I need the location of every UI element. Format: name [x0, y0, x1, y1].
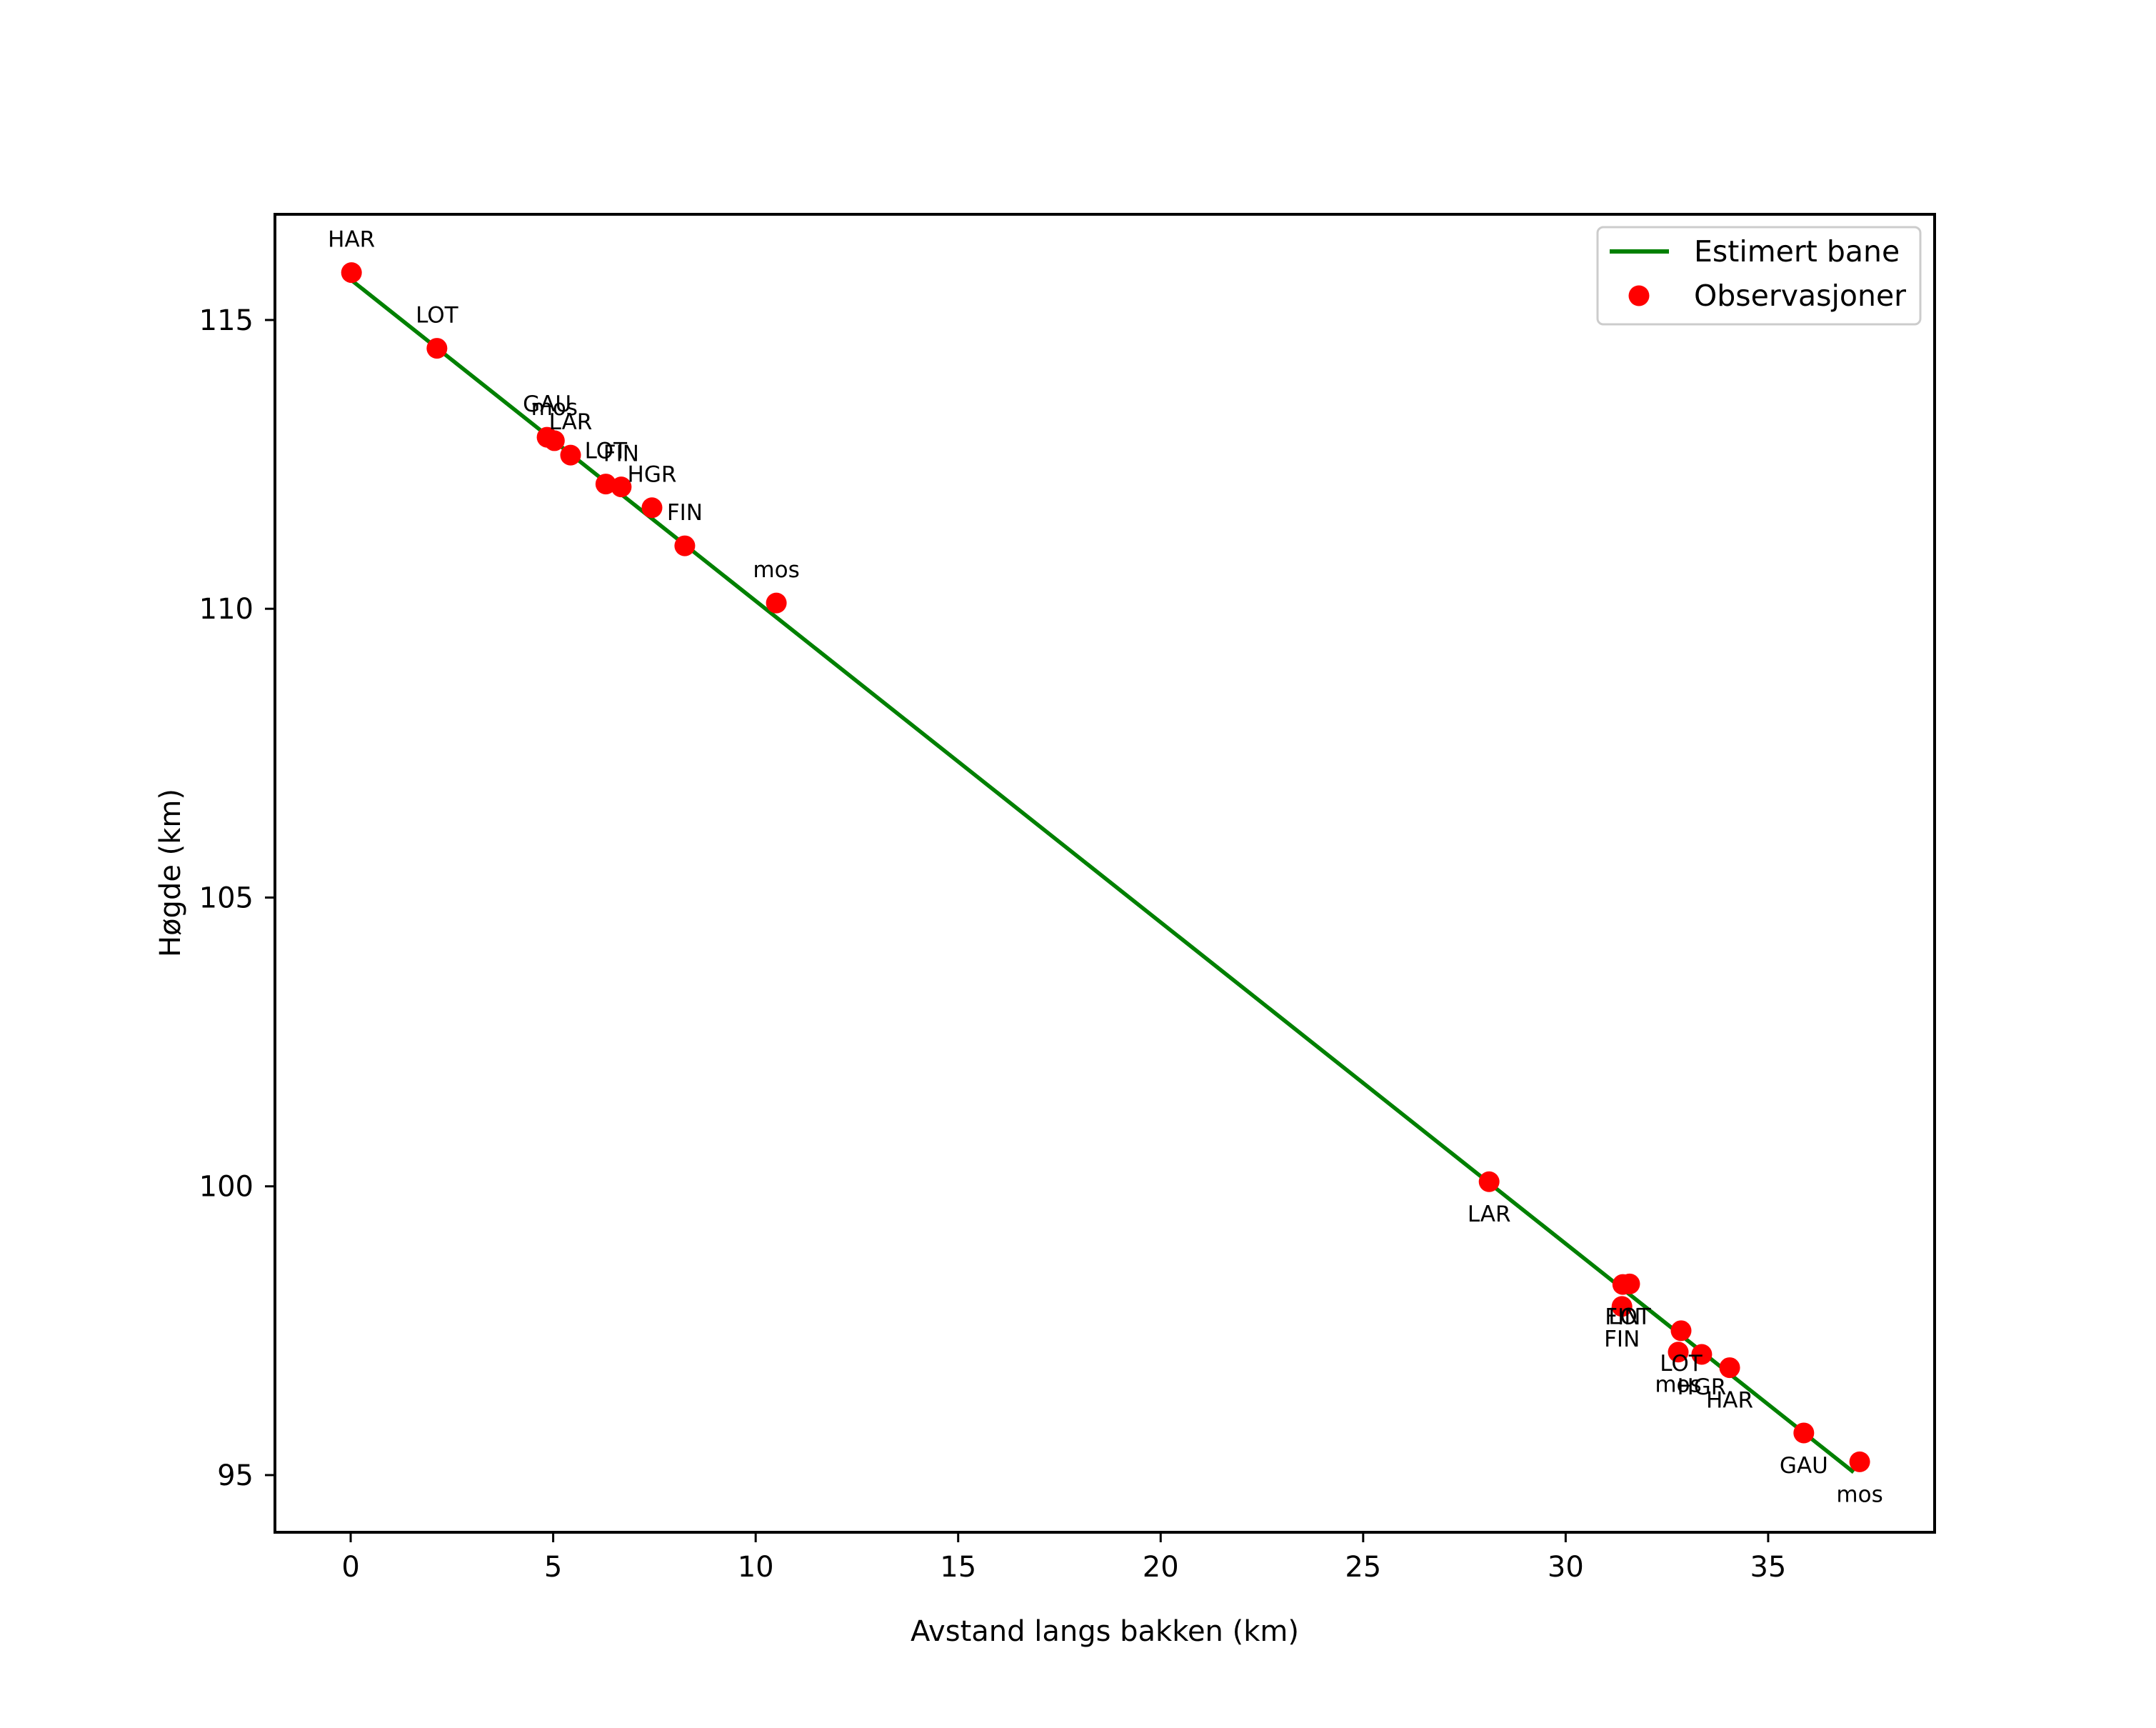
y-tick-label: 110: [199, 593, 254, 626]
y-axis-label: Høgde (km): [154, 789, 187, 957]
observation-point: [1719, 1357, 1740, 1379]
x-tick-label: 20: [1143, 1551, 1179, 1584]
observation-point: [1478, 1171, 1500, 1192]
observation-point: [641, 497, 663, 519]
legend-label-trajectory: Estimert bane: [1694, 234, 1900, 269]
station-label: mos: [753, 557, 799, 583]
station-label: mos: [1836, 1482, 1882, 1507]
plot-area: HARLOTGAUmosLARLOTFINHGRFINmosLARFINLOTF…: [328, 227, 1883, 1508]
station-label: mos: [1655, 1372, 1701, 1398]
x-tick-label: 25: [1345, 1551, 1381, 1584]
observation-point: [1691, 1344, 1713, 1365]
x-tick-label: 5: [544, 1551, 562, 1584]
y-tick-label: 95: [217, 1459, 254, 1492]
observation-point: [1611, 1296, 1633, 1317]
x-tick-label: 35: [1750, 1551, 1786, 1584]
x-tick-label: 10: [738, 1551, 774, 1584]
observation-point: [426, 338, 448, 359]
station-label: mos: [531, 395, 578, 421]
x-tick-label: 30: [1548, 1551, 1584, 1584]
y-tick-label: 100: [199, 1171, 254, 1204]
axes-frame: [274, 213, 1936, 1534]
observation-point: [766, 592, 787, 614]
station-label: HAR: [328, 227, 375, 253]
observation-point: [674, 535, 696, 556]
y-tick-label: 115: [199, 304, 254, 337]
observation-point: [560, 444, 581, 466]
legend-box: [1596, 226, 1922, 326]
station-label: GAU: [523, 391, 571, 417]
legend: Estimert bane Observasjoner: [1596, 226, 1922, 326]
observation-point: [595, 474, 616, 495]
legend-label-observations: Observasjoner: [1694, 279, 1906, 313]
station-label: LAR: [1468, 1202, 1511, 1227]
station-label: FIN: [1604, 1327, 1640, 1352]
observation-point: [1849, 1451, 1870, 1472]
observation-point: [1668, 1342, 1689, 1363]
legend-dot-icon: [1628, 285, 1650, 306]
station-label: HGR: [1677, 1374, 1726, 1400]
x-axis-label: Avstand langs bakken (km): [911, 1615, 1299, 1648]
station-label: LOT: [416, 303, 459, 329]
station-label: HGR: [628, 462, 677, 488]
station-label: LOT: [585, 439, 628, 464]
observation-point: [1619, 1273, 1640, 1294]
station-label: FIN: [667, 500, 703, 526]
observation-point: [341, 262, 362, 284]
station-label: LOT: [1660, 1351, 1703, 1377]
y-tick-label: 105: [199, 882, 254, 914]
observation-point: [611, 476, 632, 498]
station-label: LAR: [549, 409, 593, 435]
observation-points: [341, 262, 1870, 1472]
y-axis-ticks: 95 100 105 110 115: [199, 304, 275, 1492]
station-label: FIN: [603, 441, 639, 467]
station-labels: HARLOTGAUmosLARLOTFINHGRFINmosLARFINLOTF…: [328, 227, 1883, 1508]
x-tick-label: 15: [940, 1551, 976, 1584]
observation-point: [1670, 1320, 1692, 1342]
station-label: GAU: [1780, 1453, 1828, 1479]
station-label: LOT: [1608, 1304, 1652, 1329]
station-label: FIN: [1605, 1304, 1640, 1330]
x-tick-label: 0: [341, 1551, 359, 1584]
observation-point: [543, 430, 565, 451]
station-label: HAR: [1706, 1388, 1753, 1414]
observation-point: [1793, 1422, 1815, 1444]
x-axis-ticks: 0 5 10 15 20 25 30 35: [341, 1532, 1786, 1584]
